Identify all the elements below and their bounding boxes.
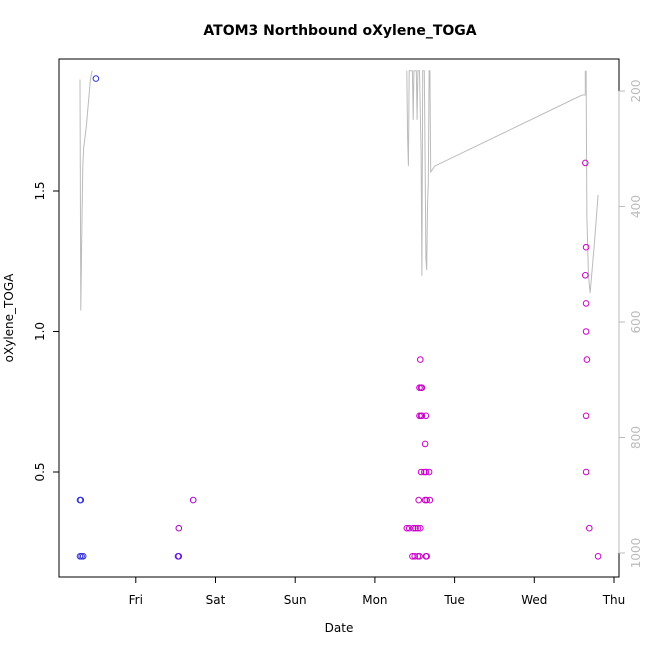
data-point (415, 496, 423, 504)
data-point (422, 412, 430, 420)
data-point (405, 524, 413, 532)
plot-frame (58, 58, 620, 578)
y-axis-label: oXylene_TOGA (2, 273, 16, 362)
data-point (426, 496, 434, 504)
x-tick-label: Thu (602, 593, 626, 607)
y2-tick-label: 200 (629, 80, 643, 103)
data-point (418, 384, 426, 392)
x-tick-label: Wed (521, 593, 547, 607)
data-point (417, 468, 425, 476)
chart-title: ATOM3 Northbound oXylene_TOGA (203, 23, 476, 39)
altitude-line-2 (585, 70, 599, 294)
data-point (582, 468, 590, 476)
data-point (77, 496, 85, 504)
altitude-line-1 (406, 70, 586, 276)
data-point (582, 300, 590, 307)
data-point (423, 553, 431, 560)
x-tick-label: Tue (443, 593, 465, 607)
data-point (403, 524, 411, 532)
data-point (79, 553, 87, 560)
data-point (425, 468, 433, 476)
data-point (422, 468, 430, 476)
data-point (423, 496, 431, 504)
data-point (414, 524, 422, 532)
y-tick-label: 1.0 (33, 322, 47, 341)
data-point (582, 412, 590, 420)
x-tick-label: Fri (129, 593, 143, 607)
y2-tick-label: 400 (629, 195, 643, 218)
data-points (76, 75, 602, 560)
data-point (583, 356, 591, 363)
data-point (418, 412, 426, 420)
altitude-lines (79, 70, 599, 311)
y-tick-label: 1.5 (33, 181, 47, 200)
data-point (594, 553, 602, 560)
data-point (409, 524, 417, 532)
data-point (416, 553, 423, 560)
x-tick-label: Mon (362, 593, 387, 607)
data-point (175, 553, 183, 560)
data-point (582, 328, 590, 335)
data-point (582, 272, 589, 279)
data-point (189, 496, 197, 504)
data-point (411, 553, 419, 560)
x-axis-label: Date (325, 621, 354, 635)
data-point (175, 524, 183, 532)
y2-tick-label: 800 (629, 426, 643, 449)
y2-tick-label: 600 (629, 311, 643, 334)
y-axis: 0.5 1.0 1.5 (33, 181, 59, 482)
y2-axis: 200 400 600 800 1000 (618, 80, 643, 569)
data-point (421, 440, 429, 448)
x-tick-label: Sat (206, 593, 226, 607)
data-point (417, 524, 424, 532)
x-axis: Fri Sat Sun Mon Tue Wed Thu (129, 577, 626, 607)
y2-tick-label: 1000 (629, 538, 643, 569)
data-point (412, 524, 419, 532)
data-point (417, 356, 424, 363)
x-tick-label: Sun (284, 593, 307, 607)
y-tick-label: 0.5 (33, 462, 47, 481)
data-point (582, 159, 589, 167)
data-point (586, 524, 593, 532)
altitude-line-0 (79, 70, 93, 311)
data-point (92, 75, 100, 82)
data-point (582, 243, 590, 251)
